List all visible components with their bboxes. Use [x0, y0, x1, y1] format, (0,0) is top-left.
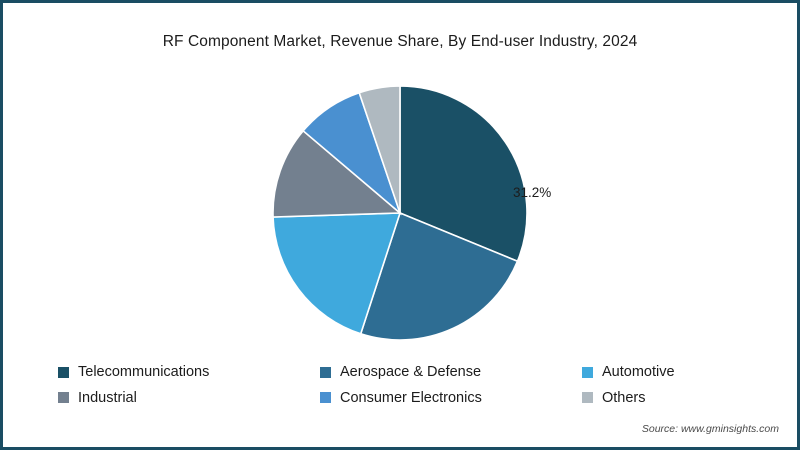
pie-chart-area: 31.2% — [3, 73, 797, 353]
legend-swatch-icon — [58, 366, 69, 378]
page-title: RF Component Market, Revenue Share, By E… — [162, 33, 638, 50]
legend-item-label: Consumer Electronics — [340, 389, 482, 406]
legend-swatch-icon — [582, 392, 593, 404]
pie-slice-group — [272, 85, 528, 341]
legend-item-label: Automotive — [602, 364, 675, 380]
pie-chart — [272, 85, 528, 341]
legend-item[interactable]: Consumer Electronics — [320, 389, 582, 406]
legend-item[interactable]: Industrial — [58, 389, 320, 406]
legend-item[interactable]: Others — [582, 389, 748, 406]
pie-slice[interactable] — [359, 211, 519, 341]
slice-data-label-telecommunications: 31.2% — [513, 185, 552, 200]
legend-item-label: Others — [602, 389, 646, 406]
legend-item-label: Aerospace & Defense — [340, 364, 482, 380]
legend-item[interactable]: Automotive — [582, 365, 748, 380]
pie-slice[interactable] — [272, 129, 403, 218]
pie-slice[interactable] — [399, 85, 528, 263]
legend-swatch-icon — [320, 392, 331, 404]
legend-swatch-icon — [582, 366, 593, 378]
legend-swatch-icon — [320, 366, 331, 378]
source-attribution: Source: www.gminsights.com — [641, 423, 779, 435]
pie-slice[interactable] — [272, 212, 402, 335]
legend-item-label: Industrial — [78, 389, 137, 406]
legend-item-label: Telecommunications — [78, 364, 210, 380]
pie-slice[interactable] — [358, 85, 401, 214]
legend-swatch-icon — [58, 392, 69, 404]
chart-legend: Telecommunications Aerospace & Defense Aut… — [58, 365, 748, 405]
legend-item[interactable]: Aerospace & Defense — [320, 365, 582, 380]
legend-item[interactable]: Telecommunications — [58, 365, 320, 380]
